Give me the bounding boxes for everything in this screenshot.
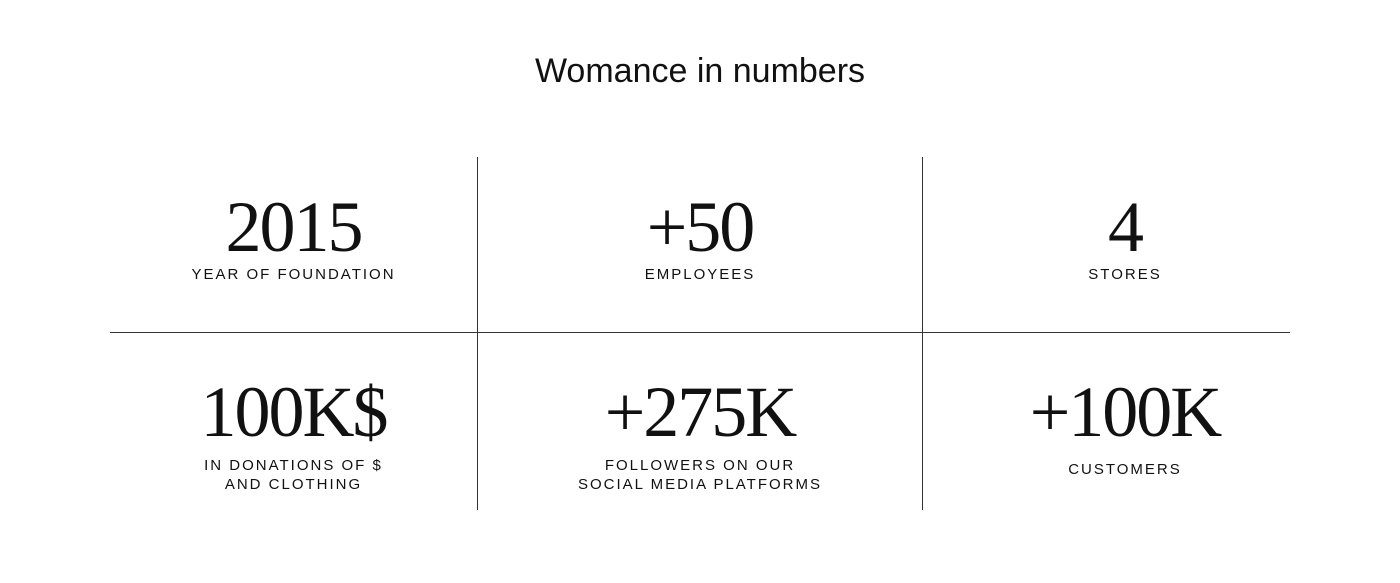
- divider-horizontal: [110, 332, 1290, 333]
- stat-label-line: IN DONATIONS OF $: [204, 457, 383, 474]
- stat-customers: +100K CUSTOMERS: [923, 376, 1327, 479]
- stat-label-line: FOLLOWERS ON OUR: [604, 457, 796, 474]
- stat-label: FOLLOWERS ON OUR SOCIAL MEDIA PLATFORMS: [478, 456, 922, 494]
- stat-label: STORES: [1088, 266, 1162, 283]
- divider-vertical: [922, 157, 923, 510]
- stat-label: EMPLOYEES: [644, 266, 756, 283]
- stat-label-line: SOCIAL MEDIA PLATFORMS: [577, 476, 823, 493]
- stat-year-of-foundation: 2015 YEAR OF FOUNDATION: [110, 191, 477, 284]
- stat-label: YEAR OF FOUNDATION: [191, 266, 396, 283]
- stat-label: IN DONATIONS OF $ AND CLOTHING: [110, 456, 477, 494]
- stat-label-line: AND CLOTHING: [224, 476, 363, 493]
- stat-donations: 100K$ IN DONATIONS OF $ AND CLOTHING: [110, 376, 477, 494]
- stat-stores: 4 STORES: [923, 191, 1327, 284]
- stat-value: +100K: [1029, 372, 1223, 452]
- stat-label: CUSTOMERS: [1068, 461, 1182, 478]
- stat-employees: +50 EMPLOYEES: [478, 191, 922, 284]
- divider-vertical: [477, 157, 478, 510]
- stat-value: 2015: [225, 187, 364, 267]
- page-title: Womance in numbers: [534, 52, 866, 90]
- stat-value: 100K$: [200, 372, 389, 452]
- stat-followers: +275K FOLLOWERS ON OUR SOCIAL MEDIA PLAT…: [478, 376, 922, 494]
- stat-value: +275K: [604, 372, 798, 452]
- stat-value: +50: [646, 187, 756, 267]
- stat-value: 4: [1108, 187, 1144, 267]
